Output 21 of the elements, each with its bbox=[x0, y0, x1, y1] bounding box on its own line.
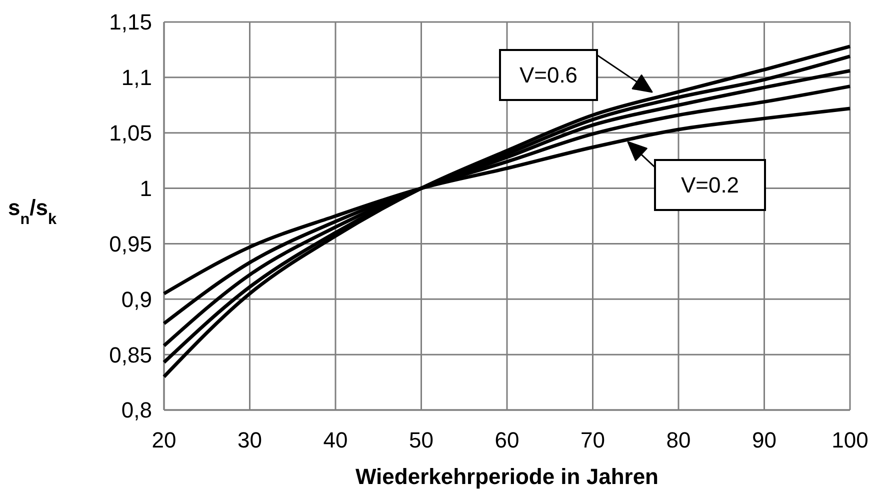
x-tick-label: 20 bbox=[152, 428, 176, 453]
x-tick-label: 70 bbox=[580, 428, 605, 453]
y-tick-label: 0,8 bbox=[121, 398, 152, 423]
x-tick-label: 100 bbox=[832, 428, 868, 453]
x-axis-title: Wiederkehrperiode in Jahren bbox=[355, 464, 659, 489]
x-tick-label: 40 bbox=[323, 428, 348, 453]
x-tick-label: 80 bbox=[666, 428, 691, 453]
x-tick-label: 90 bbox=[752, 428, 776, 453]
x-tick-label: 60 bbox=[494, 428, 520, 453]
annotation: V=0.6 bbox=[519, 62, 578, 88]
y-tick-label: 1,05 bbox=[109, 120, 152, 146]
y-tick-label: 1 bbox=[140, 176, 152, 201]
annotation: V=0.2 bbox=[680, 172, 740, 198]
x-tick-label: 50 bbox=[409, 428, 434, 453]
x-tick-label: 30 bbox=[238, 428, 262, 453]
y-tick-label: 0,85 bbox=[109, 342, 152, 368]
y-axis-title: s$_{n}$/s$_{k}$ bbox=[8, 195, 58, 228]
y-tick-label: 1,1 bbox=[121, 65, 152, 90]
y-tick-label: 1,15 bbox=[109, 10, 152, 35]
y-tick-label: 0,95 bbox=[109, 231, 152, 256]
y-tick-label: 0,9 bbox=[121, 286, 152, 312]
